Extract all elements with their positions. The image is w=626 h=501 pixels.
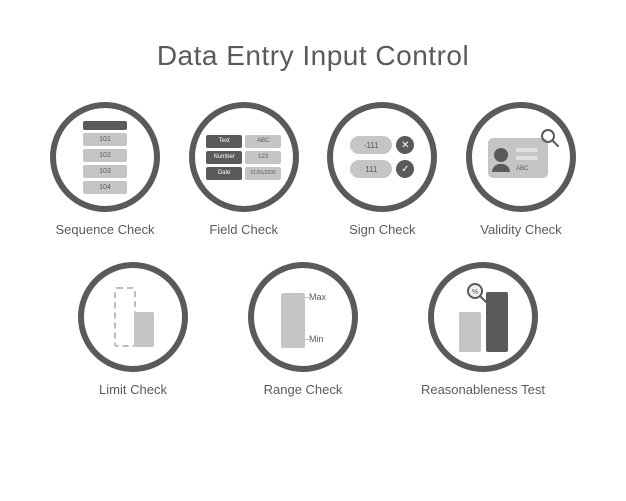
circle-sign-check: -111 ✕ 111 ✓ — [327, 102, 437, 212]
list-item: 101 — [83, 133, 127, 146]
list-item: 103 — [83, 165, 127, 178]
row-2: Limit Check Max Min Range Check — [30, 262, 596, 397]
sequence-list-icon: 101 102 103 104 — [83, 121, 127, 194]
item-label: Reasonableness Test — [421, 382, 545, 397]
sign-validation-icon: -111 ✕ 111 ✓ — [350, 136, 414, 178]
field-table-icon: Text ABC Number 123 Date 01/01/2030 — [206, 135, 281, 180]
item-label: Sequence Check — [55, 222, 154, 237]
dashed-limit-bar — [114, 287, 136, 347]
circle-limit-check — [78, 262, 188, 372]
sign-row-invalid: -111 ✕ — [350, 136, 414, 154]
field-value: 01/01/2030 — [245, 167, 281, 180]
limit-bars-icon — [108, 282, 158, 352]
compare-bar-2 — [486, 292, 508, 352]
field-label: Number — [206, 151, 242, 164]
compare-bar-1 — [459, 312, 481, 352]
field-row: Number 123 — [206, 151, 281, 164]
field-label: Text — [206, 135, 242, 148]
sign-value: -111 — [350, 136, 392, 154]
item-range-check: Max Min Range Check — [238, 262, 368, 397]
item-label: Validity Check — [480, 222, 561, 237]
item-reasonableness-test: % Reasonableness Test — [408, 262, 558, 397]
circle-field-check: Text ABC Number 123 Date 01/01/2030 — [189, 102, 299, 212]
magnifier-percent-icon: % — [466, 282, 488, 304]
item-label: Limit Check — [99, 382, 167, 397]
check-icon: ✓ — [396, 160, 414, 178]
id-line — [516, 156, 538, 160]
circle-reasonableness-test: % — [428, 262, 538, 372]
item-validity-check: ABC Validity Check — [456, 102, 586, 237]
circle-validity-check: ABC — [466, 102, 576, 212]
item-sequence-check: 101 102 103 104 Sequence Check — [40, 102, 170, 237]
field-value: ABC — [245, 135, 281, 148]
range-bar-shape — [281, 293, 305, 348]
field-row: Date 01/01/2030 — [206, 167, 281, 180]
range-min-label: Min — [309, 334, 324, 344]
item-label: Sign Check — [349, 222, 415, 237]
list-item: 104 — [83, 181, 127, 194]
field-row: Text ABC — [206, 135, 281, 148]
bar-compare-icon: % — [448, 282, 518, 352]
id-line — [516, 148, 538, 152]
cross-icon: ✕ — [396, 136, 414, 154]
item-limit-check: Limit Check — [68, 262, 198, 397]
sign-value: 111 — [350, 160, 392, 178]
id-sample-text: ABC — [516, 166, 528, 172]
item-label: Field Check — [209, 222, 278, 237]
sign-row-valid: 111 ✓ — [350, 160, 414, 178]
field-label: Date — [206, 167, 242, 180]
item-label: Range Check — [264, 382, 343, 397]
circle-sequence-check: 101 102 103 104 — [50, 102, 160, 212]
field-value: 123 — [245, 151, 281, 164]
item-field-check: Text ABC Number 123 Date 01/01/2030 Fiel… — [179, 102, 309, 237]
id-card-shape: ABC — [488, 138, 548, 178]
magnifier-icon — [540, 128, 560, 148]
item-sign-check: -111 ✕ 111 ✓ Sign Check — [317, 102, 447, 237]
page-title: Data Entry Input Control — [30, 40, 596, 72]
list-header-bar — [83, 121, 127, 130]
infographic-container: Data Entry Input Control 101 102 103 104… — [0, 0, 626, 501]
id-card-icon: ABC — [486, 132, 556, 182]
solid-bar — [134, 312, 154, 347]
list-item: 102 — [83, 149, 127, 162]
range-max-label: Max — [309, 292, 326, 302]
percent-badge: % — [472, 289, 478, 296]
range-bar-icon: Max Min — [273, 282, 333, 352]
row-1: 101 102 103 104 Sequence Check Text ABC … — [30, 102, 596, 237]
circle-range-check: Max Min — [248, 262, 358, 372]
